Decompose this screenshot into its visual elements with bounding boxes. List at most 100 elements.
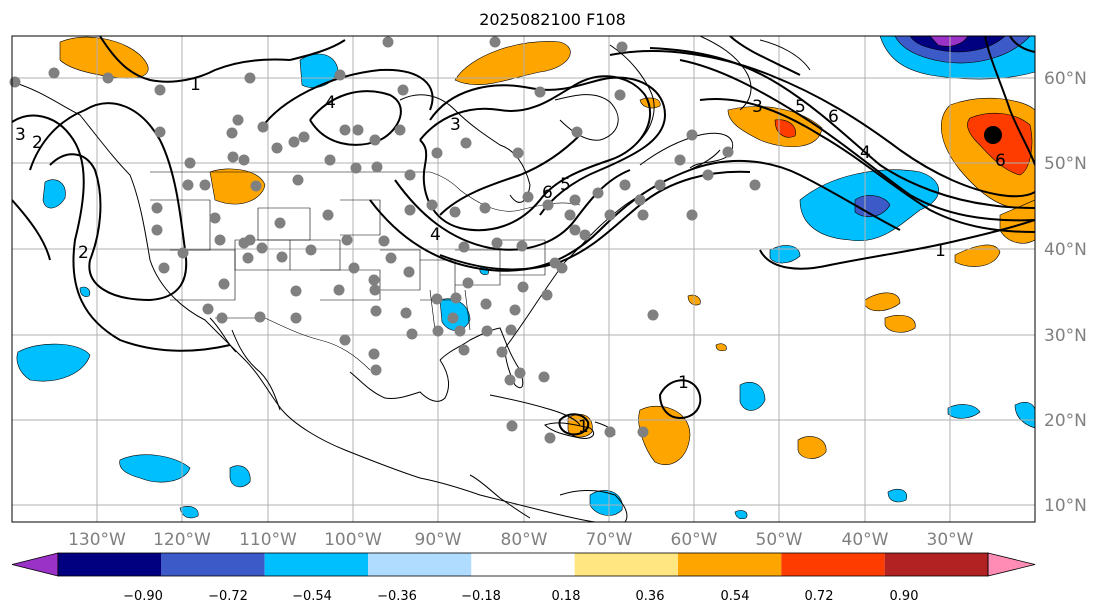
contour-label-4-canada: 4: [325, 93, 336, 113]
station-dot: [569, 224, 581, 236]
contour-label-1-pacific: 1: [190, 75, 201, 95]
station-dot: [479, 202, 491, 214]
station-dot: [288, 136, 300, 148]
station-dot: [674, 154, 686, 166]
lon-label-30w: 30°W: [927, 530, 974, 550]
colorbar-outline: [57, 552, 989, 577]
station-dot: [406, 328, 418, 340]
colorbar-tick-label: 0.54: [721, 589, 750, 604]
colorbar-tick-label: −0.18: [461, 589, 501, 604]
negative-anomaly-patch: [42, 179, 66, 209]
station-dot: [322, 209, 334, 221]
positive-anomaly-patch: [884, 315, 916, 333]
lon-label-120w: 120°W: [153, 530, 211, 550]
station-dot: [403, 266, 415, 278]
colorbar-segment: [884, 553, 988, 576]
station-dot: [449, 206, 461, 218]
lat-label-40n: 40°N: [1044, 240, 1087, 260]
station-dot: [514, 367, 526, 379]
station-dot: [460, 137, 472, 149]
contour-label-4-ohio: 4: [430, 225, 441, 245]
negative-anomaly-patch: [179, 506, 199, 519]
station-dot: [369, 284, 381, 296]
station-dot: [368, 348, 380, 360]
contour-label-1-east: 1: [935, 241, 946, 261]
station-dot: [462, 277, 474, 289]
station-dot: [256, 242, 268, 254]
station-dot: [298, 131, 310, 143]
contour-lines: [12, 36, 1035, 436]
contour-label-2-southwest: 2: [78, 243, 89, 263]
station-markers: [9, 36, 761, 444]
station-dot: [214, 234, 226, 246]
station-dot: [522, 191, 534, 203]
lat-label-20n: 20°N: [1044, 411, 1087, 431]
strong-negative-anomaly-patch: [854, 195, 891, 218]
station-dot: [274, 217, 286, 229]
lon-label-80w: 80°W: [501, 530, 548, 550]
contour-label-6-greatlakes: 6: [542, 183, 553, 203]
lat-label-50n: 50°N: [1044, 154, 1087, 174]
map-title: 2025082100 F108: [479, 10, 626, 29]
station-dot: [637, 426, 649, 438]
station-dot: [292, 174, 304, 186]
station-dot: [480, 298, 492, 310]
colorbar-segment: [58, 553, 162, 576]
lat-label-60n: 60°N: [1044, 69, 1087, 89]
station-dot: [182, 179, 194, 191]
lon-label-110w: 110°W: [239, 530, 297, 550]
colorbar-segment: [368, 553, 472, 576]
contour-label-5-atlantic: 5: [795, 97, 806, 117]
positive-anomaly-patch: [454, 41, 571, 85]
contour-label-6-east: 6: [995, 151, 1006, 171]
station-dot: [538, 371, 550, 383]
station-dot: [271, 142, 283, 154]
strong-positive-anomaly-patch: [774, 119, 796, 138]
negative-anomaly-patch: [734, 510, 748, 520]
station-dot: [339, 334, 351, 346]
station-dot: [579, 229, 591, 241]
station-dot: [637, 209, 649, 221]
colorbar-tick-label: 0.18: [552, 589, 581, 604]
station-dot: [496, 346, 508, 358]
latitude-labels: 60°N 50°N 40°N 30°N 20°N 10°N: [1044, 69, 1087, 516]
station-dot: [370, 305, 382, 317]
station-dot: [199, 179, 211, 191]
station-dot: [385, 252, 397, 264]
positive-anomaly-patch: [864, 292, 901, 312]
colorbar-tick-label: −0.54: [292, 589, 332, 604]
strong-positive-anomaly-patch: [967, 113, 1033, 176]
lon-label-70w: 70°W: [586, 530, 633, 550]
station-dot: [516, 240, 528, 252]
contour-label-1-caribbean: 1: [678, 373, 689, 393]
station-dot: [517, 281, 529, 293]
colorbar-segment: [678, 553, 782, 576]
station-dot: [244, 72, 256, 84]
station-dot: [9, 76, 21, 88]
station-dot: [232, 114, 244, 126]
lon-label-90w: 90°W: [415, 530, 462, 550]
colorbar-tick-label: −0.72: [208, 589, 248, 604]
station-dot: [238, 154, 250, 166]
station-dot: [614, 89, 626, 101]
station-dot: [368, 274, 380, 286]
station-dot: [218, 278, 230, 290]
colorbar-tick-labels: −0.90 −0.72 −0.54 −0.36 −0.18 0.18 0.36 …: [123, 589, 918, 604]
station-dot: [352, 124, 364, 136]
lon-label-40w: 40°W: [842, 530, 889, 550]
station-dot: [447, 312, 459, 324]
station-dot: [254, 311, 266, 323]
station-dot: [371, 161, 383, 173]
station-dot: [290, 312, 302, 324]
station-dot: [431, 147, 443, 159]
contour-label-group: 1 3 2 2 4 3 5 6 4 3 5 6 4 6 1 1 1: [15, 75, 1006, 437]
negative-anomaly-patch: [589, 490, 623, 516]
station-dot: [404, 204, 416, 216]
contour-label-5-greatlakes: 5: [560, 175, 571, 195]
station-dot: [184, 157, 196, 169]
negative-anomaly-patch: [229, 465, 251, 488]
colorbar-segment: [471, 553, 575, 576]
anomaly-shading: [16, 36, 1035, 520]
negative-anomaly-patch: [16, 343, 91, 382]
station-dot: [542, 199, 554, 211]
